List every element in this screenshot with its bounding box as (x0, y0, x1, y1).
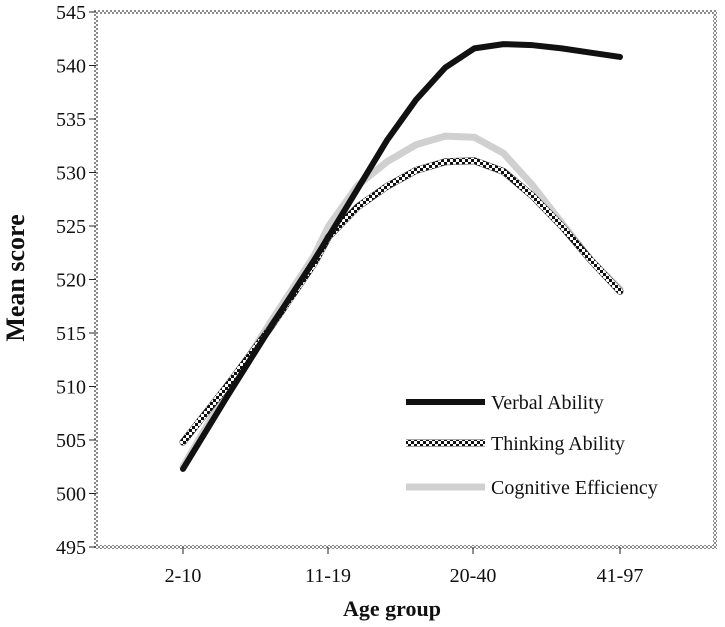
y-tick-label-505: 505 (56, 430, 86, 452)
verbal-ability-legend-label: Verbal Ability (491, 392, 604, 414)
y-axis-title: Mean score (1, 214, 30, 341)
x-tick-label-2: 11-19 (305, 565, 351, 587)
y-tick-label-495: 495 (56, 537, 86, 559)
x-tick-label-4: 41-97 (597, 565, 644, 587)
x-axis-title: Age group (343, 596, 441, 621)
series-layer (179, 41, 624, 472)
legend-layer: Verbal Ability Thinking Ability Cognitive … (406, 392, 658, 499)
y-tick-label-545: 545 (56, 2, 86, 24)
y-tick-label-535: 535 (56, 109, 86, 131)
cognitive-efficiency-legend-label: Cognitive Efficiency (491, 477, 658, 499)
y-tick-label-540: 540 (56, 56, 86, 78)
plot-frame-layer (94, 10, 717, 549)
x-tick-label-1: 2-10 (165, 565, 202, 587)
y-tick-label-520: 520 (56, 270, 86, 292)
y-tick-label-525: 525 (56, 216, 86, 238)
tick-layer: 495 500 505 510 515 520 525 530 535 540 545 2-10 11-… (56, 2, 643, 587)
verbal-ability-line (180, 41, 623, 472)
plot-border (94, 10, 717, 549)
thinking-ability-legend-label: Thinking Ability (491, 433, 625, 455)
y-tick-label-500: 500 (56, 484, 86, 506)
y-tick-label-530: 530 (56, 163, 86, 185)
x-tick-label-3: 20-40 (450, 565, 497, 587)
y-tick-label-510: 510 (56, 377, 86, 399)
y-tick-label-515: 515 (56, 323, 86, 345)
